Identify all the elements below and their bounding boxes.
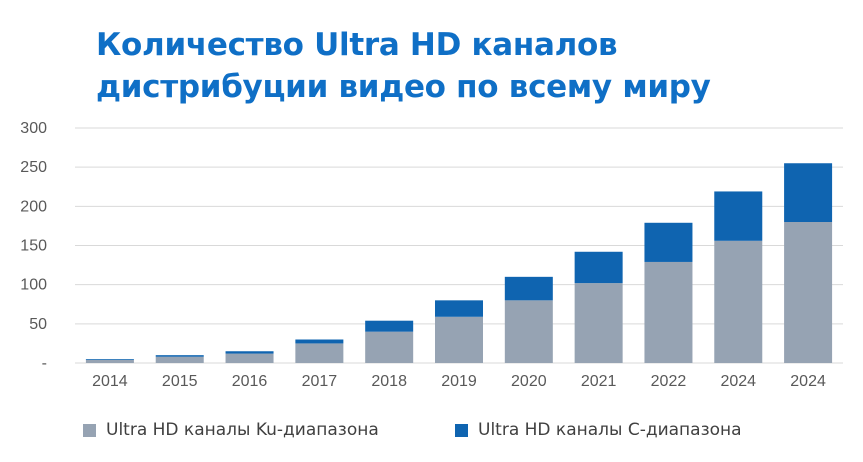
bar-c-band	[435, 300, 483, 317]
bars	[85, 163, 833, 363]
y-tick-label: 150	[20, 238, 47, 255]
bar-c-band	[644, 222, 693, 262]
bar-c-band	[85, 359, 134, 360]
bar-ku-band	[714, 240, 763, 363]
bar-ku-band	[85, 359, 134, 363]
bar-ku-band	[295, 343, 344, 363]
y-tick-label: 300	[20, 120, 47, 137]
bar-ku-band	[225, 353, 274, 363]
y-tick-label: 100	[20, 277, 47, 294]
legend-swatch-ku-band	[83, 423, 96, 437]
bar-c-band	[295, 339, 344, 344]
bar-c-band	[155, 355, 204, 357]
y-tick-label: 200	[20, 198, 47, 215]
bar-c-band	[225, 351, 274, 354]
chart-title-line-2: дистрибуции видео по всему миру	[96, 69, 711, 105]
bar-c-band	[714, 191, 763, 241]
bar-ku-band	[784, 222, 833, 363]
bar-ku-band	[644, 261, 693, 363]
y-tick-label: 50	[29, 316, 47, 333]
x-tick-label: 2020	[511, 373, 547, 390]
x-tick-label: 2022	[651, 373, 687, 390]
y-axis-ticks: - 50 100 150 200 250 300	[20, 120, 47, 372]
x-tick-label: 2016	[232, 373, 268, 390]
bar-c-band	[574, 251, 623, 284]
x-tick-label: 2024	[720, 373, 756, 390]
bar-ku-band	[155, 356, 204, 363]
legend-label-c-band: Ultra HD каналы C-диапазона	[478, 420, 742, 440]
x-tick-label: 2019	[441, 373, 477, 390]
bar-ku-band	[435, 316, 483, 363]
bar-ku-band	[504, 300, 553, 363]
legend-swatch-c-band	[455, 423, 468, 437]
bar-c-band	[504, 276, 553, 301]
x-tick-label: 2017	[302, 373, 338, 390]
legend-item-c-band: Ultra HD каналы C-диапазона	[455, 420, 742, 440]
x-tick-label: 2015	[162, 373, 198, 390]
x-tick-label: 2018	[371, 373, 407, 390]
bar-ku-band	[574, 283, 623, 363]
legend-label-ku-band: Ultra HD каналы Ku-диапазона	[106, 420, 379, 440]
chart-title-line-1: Количество Ultra HD каналов	[96, 27, 618, 63]
legend-item-ku-band: Ultra HD каналы Ku-диапазона	[83, 420, 379, 440]
x-axis-ticks: 2014 2015 2016 2017 2018 2019 2020 2021 2022 2024…	[92, 373, 826, 390]
bar-c-band	[365, 320, 414, 332]
x-tick-label: 2024	[790, 373, 826, 390]
bar-c-band	[784, 163, 833, 222]
bar-ku-band	[365, 331, 414, 363]
x-tick-label: 2021	[581, 373, 617, 390]
y-tick-label: 250	[20, 159, 47, 176]
y-tick-label: -	[42, 355, 47, 372]
x-tick-label: 2014	[92, 373, 128, 390]
